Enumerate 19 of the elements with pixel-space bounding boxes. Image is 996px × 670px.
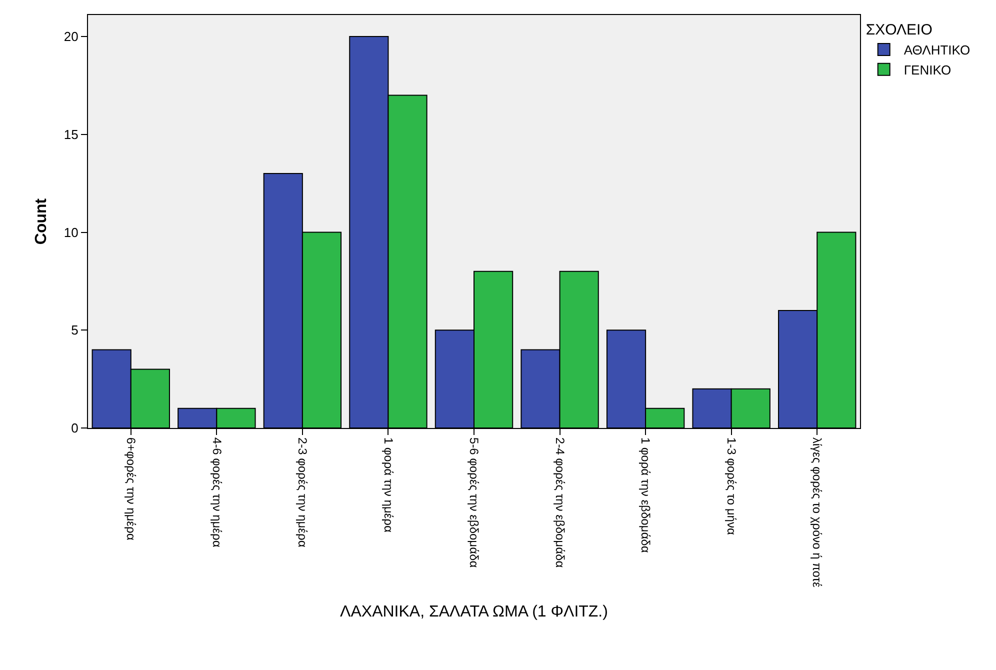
y-tick-label: 0 xyxy=(71,420,78,436)
legend-label: ΑΘΛΗΤΙΚΟ xyxy=(904,42,970,58)
x-tick-label: 5-6 φορές την εβδομάδα xyxy=(467,437,482,568)
x-tick-label: 6+φορές την ημέρα xyxy=(124,437,138,540)
x-axis-title: ΛΑΧΑΝΙΚΑ, ΣΑΛΑΤΑ ΩΜΑ (1 ΦΛΙΤΖ.) xyxy=(340,604,608,621)
x-tick-label: 1-3 φορές το μήνα xyxy=(724,437,738,535)
y-tick-label: 10 xyxy=(64,224,78,240)
y-tick-label: 5 xyxy=(71,322,78,338)
x-tick-label: 1 φορά την ημέρα xyxy=(381,437,396,532)
x-tick-label: 2-4 φορές την εβδομάδα xyxy=(552,437,567,568)
legend-label: ΓΕΝΙΚΟ xyxy=(904,62,952,78)
x-tick-label: 1 φορά την εβδομάδα xyxy=(638,437,653,553)
y-tick-label: 20 xyxy=(64,29,78,44)
x-tick-label: λίγες φορές το χρόνο ή ποτέ xyxy=(810,437,824,588)
x-tick-label: 4-6 φορές την ημέρα xyxy=(210,437,224,548)
y-tick-label: 15 xyxy=(64,126,78,142)
y-axis-title: Count xyxy=(33,198,50,245)
legend-title: ΣΧΟΛΕΙΟ xyxy=(866,22,932,38)
x-tick-label: 2-3 φορές την ημέρα xyxy=(296,437,310,548)
